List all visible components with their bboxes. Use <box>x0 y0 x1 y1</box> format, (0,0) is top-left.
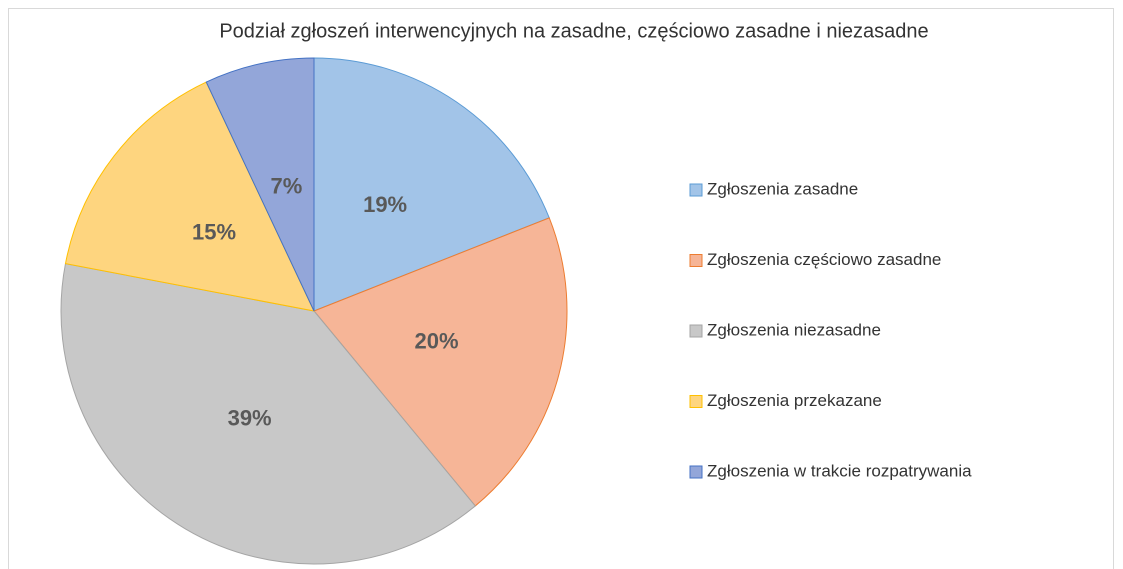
legend-label: Zgłoszenia przekazane <box>707 391 882 410</box>
data-label: 20% <box>415 328 459 353</box>
data-label: 39% <box>228 406 272 431</box>
pie-slice <box>313 217 568 507</box>
data-label: 15% <box>192 219 236 244</box>
chart-title: Podział zgłoszeń interwencyjnych na zasa… <box>219 20 928 42</box>
legend-label: Zgłoszenia w trakcie rozpatrywania <box>707 461 972 480</box>
legend-label: Zgłoszenia zasadne <box>707 179 858 198</box>
pie-slice <box>205 57 315 312</box>
pie-slice <box>313 57 550 312</box>
data-label: 7% <box>271 173 303 198</box>
legend-label: Zgłoszenia niezasadne <box>707 320 881 339</box>
data-label: 19% <box>363 192 407 217</box>
legend-swatch <box>689 395 703 408</box>
legend-swatch <box>689 324 703 338</box>
legend-swatch <box>689 254 703 267</box>
pie-slice <box>64 81 315 312</box>
legend-swatch <box>689 183 703 197</box>
pie-slice <box>60 263 476 565</box>
legend-swatch <box>689 465 703 479</box>
legend-label: Zgłoszenia częściowo zasadne <box>707 250 941 269</box>
